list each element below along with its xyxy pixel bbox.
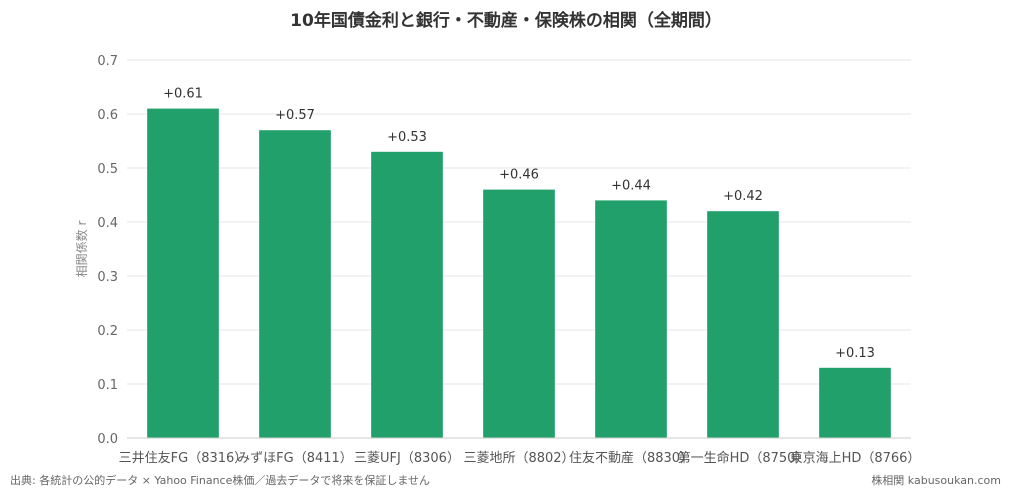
y-tick-label: 0.6 (97, 108, 118, 123)
bar (595, 200, 667, 438)
x-category-label: 三菱地所（8802） (463, 451, 574, 466)
bar (147, 108, 219, 438)
y-tick-label: 0.2 (97, 324, 118, 339)
bar-value-label: +0.44 (611, 178, 651, 193)
bar-value-label: +0.13 (835, 346, 875, 361)
y-tick-label: 0.1 (97, 378, 118, 393)
chart-title: 10年国債金利と銀行・不動産・保険株の相関（全期間） (290, 10, 722, 31)
footer-source-note: 出典: 各統計の公的データ × Yahoo Finance株価／過去データで将来… (10, 474, 431, 487)
x-category-label: 東京海上HD（8766） (790, 450, 921, 466)
y-tick-label: 0.4 (97, 216, 118, 231)
x-category-label: 第一生命HD（8750） (678, 450, 809, 466)
bar (819, 367, 891, 438)
bar (483, 189, 555, 438)
x-category-label: みずほFG（8411） (237, 451, 353, 466)
data-labels: +0.61 +0.57 +0.53 +0.46 +0.44 +0.42 +0.13 (163, 87, 875, 361)
bar (259, 130, 331, 438)
bar-value-label: +0.53 (387, 130, 427, 145)
bar-value-label: +0.46 (499, 168, 539, 183)
y-axis-ticks: 0.0 0.1 0.2 0.3 0.4 0.5 0.6 0.7 (97, 54, 118, 447)
y-tick-label: 0.7 (97, 54, 118, 69)
y-axis-label: 相関係数 r (74, 221, 89, 278)
bar (707, 211, 779, 438)
bar-value-label: +0.61 (163, 87, 203, 102)
bar-value-label: +0.57 (275, 108, 315, 123)
bar (371, 151, 443, 439)
x-category-label: 三菱UFJ（8306） (354, 451, 460, 466)
x-category-label: 三井住友FG（8316） (119, 450, 248, 466)
bars (147, 108, 891, 439)
y-tick-label: 0.3 (97, 270, 118, 285)
bar-value-label: +0.42 (723, 189, 763, 204)
x-axis-categories: 三井住友FG（8316）みずほFG（8411） 三菱UFJ（8306） 三菱地所（8… (119, 450, 921, 466)
y-tick-label: 0.5 (97, 162, 118, 177)
x-category-label: 住友不動産（8830） (569, 450, 693, 466)
y-tick-label: 0.0 (97, 432, 118, 447)
footer-brand: 株相関 kabusoukan.com (871, 474, 1001, 487)
